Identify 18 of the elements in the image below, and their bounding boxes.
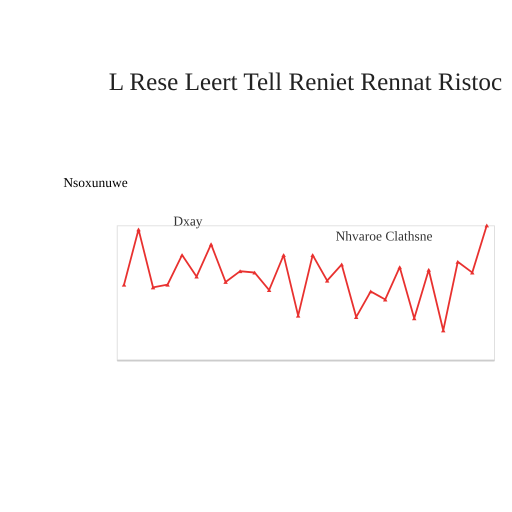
point — [368, 289, 373, 294]
point — [252, 270, 257, 274]
point — [208, 242, 214, 246]
point — [426, 268, 431, 272]
point — [180, 253, 184, 257]
chart-title: L Rese Leert Tell Reniet Rennat Ristoc — [108, 68, 502, 96]
point — [397, 265, 402, 270]
point — [310, 253, 315, 257]
annotation: Nhvaroe Clathsne — [336, 228, 432, 244]
point — [324, 278, 330, 283]
annotation: Dxay — [173, 213, 203, 228]
point — [281, 253, 286, 257]
point — [223, 280, 228, 284]
y-axis-title: Nsoxunuwe — [63, 175, 128, 190]
point — [484, 223, 490, 228]
point — [136, 227, 141, 232]
point — [382, 298, 388, 302]
point — [165, 282, 170, 287]
